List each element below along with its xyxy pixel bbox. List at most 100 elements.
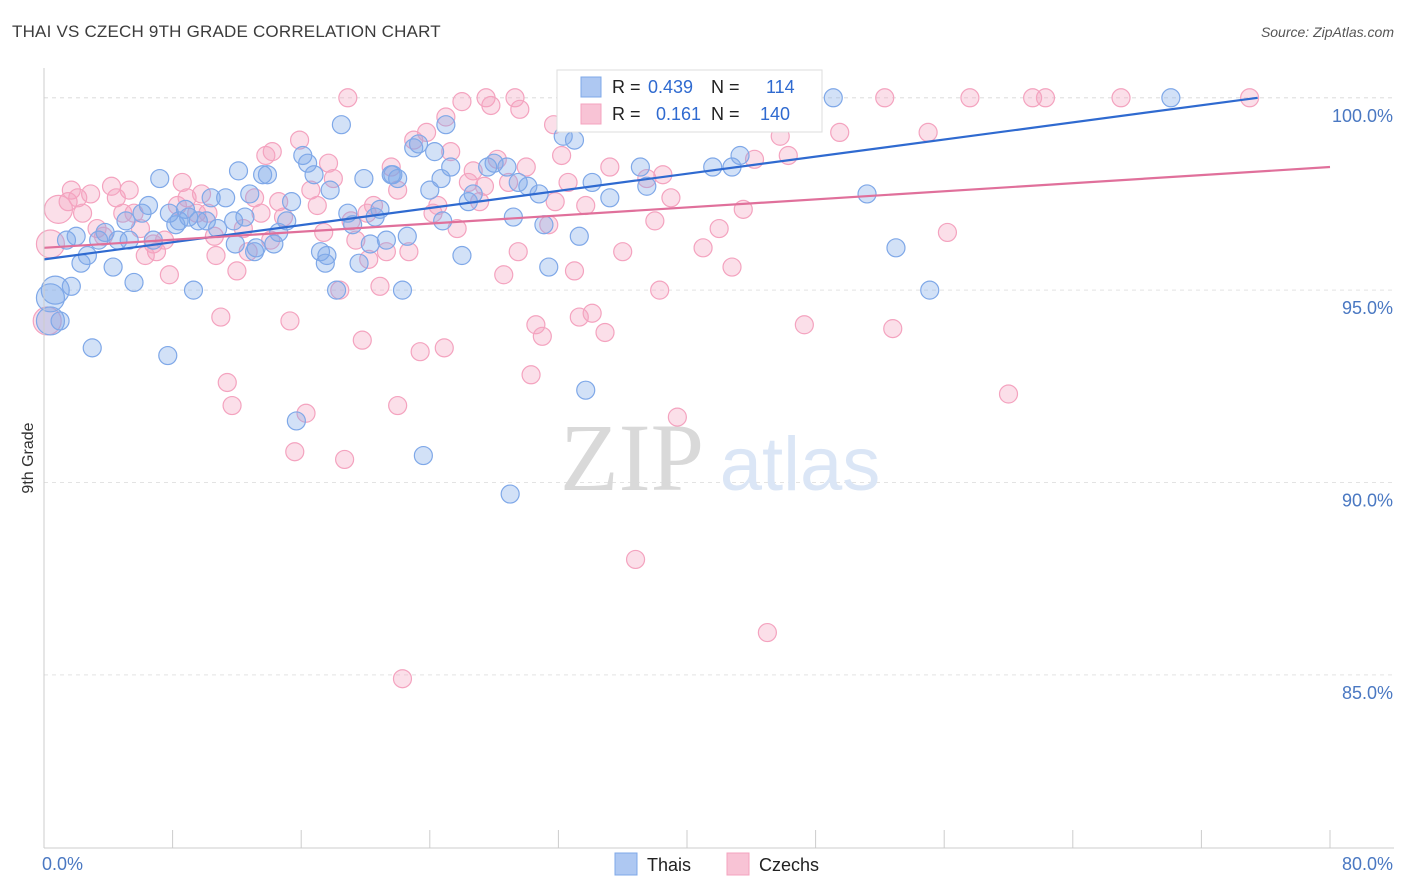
thais-point — [354, 168, 374, 189]
czechs-point — [476, 88, 496, 108]
czechs-point — [262, 142, 282, 162]
czechs-point — [516, 157, 536, 177]
thais-point — [497, 157, 517, 177]
thais-point — [452, 245, 472, 266]
thais-point — [600, 188, 620, 208]
czechs-point — [552, 145, 572, 166]
czechs-point — [650, 280, 670, 300]
czechs-point — [545, 192, 565, 212]
thais-n-label: N = — [711, 77, 740, 97]
czechs-point — [458, 172, 478, 193]
thais-point — [886, 238, 906, 258]
y-tick-label: 100.0% — [1332, 106, 1393, 126]
thais-point — [169, 211, 189, 231]
thais-n-value: 114 — [766, 77, 795, 97]
thais-point — [82, 338, 102, 358]
czechs-point — [376, 242, 396, 262]
thais-point — [61, 276, 81, 296]
czechs-point — [521, 365, 541, 385]
watermark-zip: ZIP — [560, 404, 704, 511]
czechs-point — [370, 276, 390, 296]
czechs-point — [436, 107, 456, 127]
thais-point — [35, 283, 66, 313]
thais-point — [103, 257, 123, 277]
x-tick-label-max: 80.0% — [1342, 854, 1393, 874]
czechs-point — [346, 230, 366, 250]
trend-lines — [43, 96, 1331, 261]
thais-trend-line — [43, 96, 1258, 261]
thais-point — [320, 180, 340, 200]
thais-point — [116, 211, 136, 231]
czechs-point — [338, 88, 358, 108]
czechs-point — [1035, 88, 1056, 108]
czechs-point — [569, 307, 589, 327]
czechs-point — [307, 195, 327, 216]
czechs-point — [392, 669, 413, 689]
thais-point — [264, 234, 284, 254]
legend-czechs-swatch — [726, 852, 750, 876]
thais-point — [253, 165, 273, 185]
thais-point — [539, 257, 559, 277]
thais-point — [326, 280, 347, 300]
thais-point — [159, 203, 179, 223]
thais-swatch — [580, 76, 602, 98]
thais-point — [201, 188, 221, 208]
thais-point — [40, 275, 70, 305]
czechs-point — [68, 188, 88, 208]
thais-point — [637, 176, 657, 196]
czechs-point — [645, 211, 665, 231]
czechs-point — [198, 203, 218, 223]
czechs-n-value: 140 — [760, 104, 790, 124]
thais-point — [286, 411, 306, 431]
thais-point — [408, 134, 429, 154]
legend-thais-label: Thais — [647, 855, 691, 875]
czechs-point — [206, 245, 226, 266]
czechs-point — [582, 303, 602, 323]
thais-point — [132, 203, 152, 223]
thais-point — [484, 153, 504, 173]
czechs-point — [191, 184, 212, 204]
thais-point — [331, 115, 351, 135]
thais-point — [463, 184, 483, 204]
czechs-point — [119, 180, 139, 200]
thais-point — [582, 172, 602, 193]
czechs-point — [576, 195, 596, 216]
thais-point — [730, 145, 750, 166]
czechs-point — [335, 449, 355, 470]
czechs-point — [508, 242, 528, 262]
czechs-point — [441, 142, 461, 162]
czechs-point — [359, 249, 379, 269]
thais-point — [534, 215, 554, 235]
czechs-point — [222, 395, 242, 416]
czechs-point — [211, 307, 231, 327]
czechs-point — [61, 180, 81, 200]
thais-point — [138, 195, 159, 216]
thais-point — [383, 165, 403, 185]
czechs-point — [113, 203, 133, 223]
czechs-point — [709, 218, 729, 239]
thais-point — [376, 230, 396, 250]
thais-point — [228, 161, 249, 181]
czechs-point — [505, 88, 525, 108]
czechs-point — [526, 315, 546, 335]
czechs-point — [399, 242, 419, 262]
czechs-point — [558, 172, 578, 193]
czechs-trend-line — [43, 165, 1331, 249]
czechs-r-label: R = — [612, 104, 641, 124]
thais-point — [175, 199, 196, 219]
czechs-point — [757, 622, 777, 643]
thais-point — [50, 311, 70, 331]
czechs-point — [830, 122, 850, 143]
czechs-point — [410, 342, 430, 362]
czechs-point — [998, 384, 1019, 404]
czechs-point — [667, 407, 687, 427]
thais-point — [420, 180, 440, 200]
thais-point — [576, 380, 596, 400]
thais-point — [304, 165, 324, 185]
source-label: Source: ZipAtlas.com — [1260, 24, 1394, 40]
thais-point — [150, 168, 170, 189]
y-axis-tick-labels: 85.0% 90.0% 95.0% 100.0% — [1332, 106, 1393, 703]
thais-point — [630, 157, 650, 177]
czechs-point — [58, 192, 78, 212]
thais-point — [564, 130, 585, 150]
